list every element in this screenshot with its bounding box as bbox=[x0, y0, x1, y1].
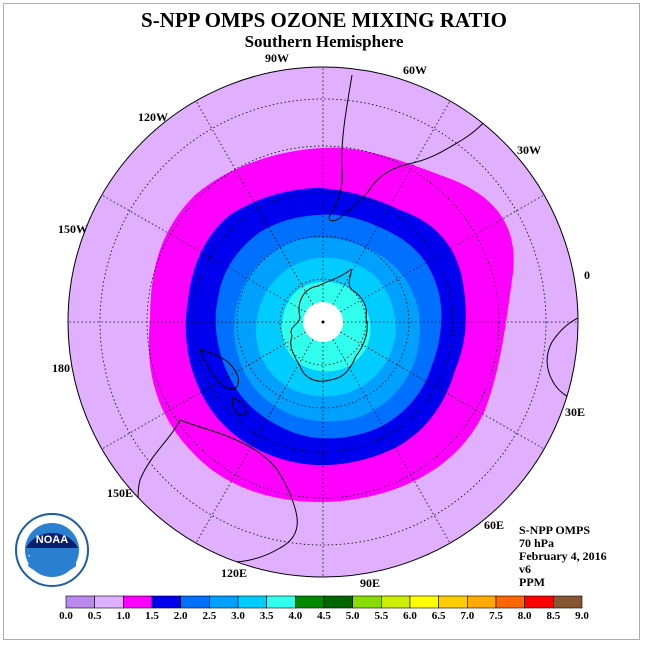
antarctica-coast bbox=[290, 268, 368, 382]
south-america-coast bbox=[328, 74, 501, 222]
map-subtitle: Southern Hemisphere bbox=[244, 32, 404, 51]
colorbar-tick-label: 4.5 bbox=[317, 610, 331, 622]
colorbar bbox=[65, 595, 583, 609]
colorbar-swatch bbox=[65, 595, 95, 609]
colorbar-tick-label: 6.0 bbox=[403, 610, 417, 622]
colorbar-tick-label: 3.5 bbox=[259, 610, 274, 622]
south-pole-marker bbox=[321, 320, 325, 324]
colorbar-swatch bbox=[409, 595, 439, 609]
noaa-logo bbox=[15, 513, 89, 587]
lon-label-90e: 90E bbox=[360, 576, 381, 590]
lon-label-60w: 60W bbox=[403, 63, 427, 77]
map-border bbox=[67, 66, 579, 578]
lon-label-0: 0 bbox=[584, 268, 590, 282]
new-zealand-coast bbox=[199, 349, 239, 390]
lon-label-90w: 90W bbox=[265, 51, 289, 65]
lon-label-60e: 60E bbox=[484, 518, 505, 532]
lat-circle bbox=[279, 278, 367, 366]
colorbar-swatch bbox=[352, 595, 382, 609]
colorbar-swatch bbox=[123, 595, 153, 609]
colorbar-swatch bbox=[295, 595, 325, 609]
noaa-logo-text: NOAA bbox=[35, 534, 69, 546]
colorbar-tick-label: 8.5 bbox=[546, 610, 561, 622]
info-date: February 4, 2016 bbox=[519, 549, 607, 563]
colorbar-tick-label: 1.5 bbox=[145, 610, 159, 622]
lon-label-120w: 120W bbox=[138, 110, 168, 124]
colorbar-swatch bbox=[524, 595, 554, 609]
meridian bbox=[322, 321, 545, 450]
meridian bbox=[322, 321, 451, 544]
product-info: S-NPP OMPS 70 hPa February 4, 2016 v6 PP… bbox=[519, 524, 607, 589]
lat-circle bbox=[99, 98, 547, 546]
colorbar-swatch bbox=[151, 595, 181, 609]
longitude-graticule bbox=[68, 67, 578, 577]
colorbar-swatch bbox=[237, 595, 267, 609]
colorbar-swatch bbox=[209, 595, 239, 609]
info-instrument: S-NPP OMPS bbox=[519, 523, 590, 537]
colorbar-swatch bbox=[495, 595, 525, 609]
colorbar-swatch bbox=[266, 595, 296, 609]
colorbar-tick-label: 6.5 bbox=[431, 610, 446, 622]
colorbar-tick-label: 0.5 bbox=[87, 610, 102, 622]
lon-label-120e: 120E bbox=[221, 566, 248, 580]
colorbar-tick-label: 7.5 bbox=[489, 610, 503, 622]
meridian bbox=[195, 321, 324, 544]
colorbar-swatch bbox=[553, 595, 583, 609]
meridian bbox=[322, 194, 545, 323]
colorbar-tick-label: 0.0 bbox=[59, 610, 73, 622]
colorbar-tick-label: 2.0 bbox=[173, 610, 188, 622]
colorbar-swatch bbox=[323, 595, 353, 609]
lon-label-150e: 150E bbox=[107, 486, 134, 500]
meridian bbox=[322, 100, 451, 323]
lon-label-150w: 150W bbox=[58, 222, 88, 236]
colorbar-tick-label: 4.0 bbox=[288, 610, 303, 622]
map-title: S-NPP OMPS OZONE MIXING RATIO bbox=[141, 8, 507, 32]
lon-label-180: 180 bbox=[52, 361, 70, 375]
colorbar-tick-label: 8.0 bbox=[517, 610, 532, 622]
info-version: v6 bbox=[519, 562, 531, 576]
lon-label-30w: 30W bbox=[517, 143, 541, 157]
colorbar-swatch bbox=[180, 595, 210, 609]
colorbar-tick-label: 5.5 bbox=[374, 610, 389, 622]
colorbar-swatch bbox=[438, 595, 468, 609]
colorbar-swatch bbox=[381, 595, 411, 609]
colorbar-swatch bbox=[94, 595, 124, 609]
info-level: 70 hPa bbox=[519, 536, 555, 550]
lat-circle bbox=[236, 235, 410, 409]
colorbar-swatch bbox=[467, 595, 497, 609]
lat-circle bbox=[192, 191, 454, 453]
map-frame bbox=[3, 3, 640, 640]
colorbar-tick-label: 3.0 bbox=[231, 610, 245, 622]
colorbar-tick-label: 7.0 bbox=[460, 610, 475, 622]
meridian bbox=[101, 194, 324, 323]
colorbar-tick-label: 1.0 bbox=[116, 610, 131, 622]
lon-label-30e: 30E bbox=[565, 405, 586, 419]
tasmania-coast bbox=[231, 397, 247, 416]
colorbar-tick-label: 9.0 bbox=[575, 610, 589, 622]
colorbar-tick-label: 2.5 bbox=[202, 610, 217, 622]
meridian bbox=[195, 100, 324, 323]
colorbar-tick-label: 5.0 bbox=[345, 610, 360, 622]
meridian bbox=[101, 321, 324, 450]
info-units: PPM bbox=[519, 575, 545, 589]
